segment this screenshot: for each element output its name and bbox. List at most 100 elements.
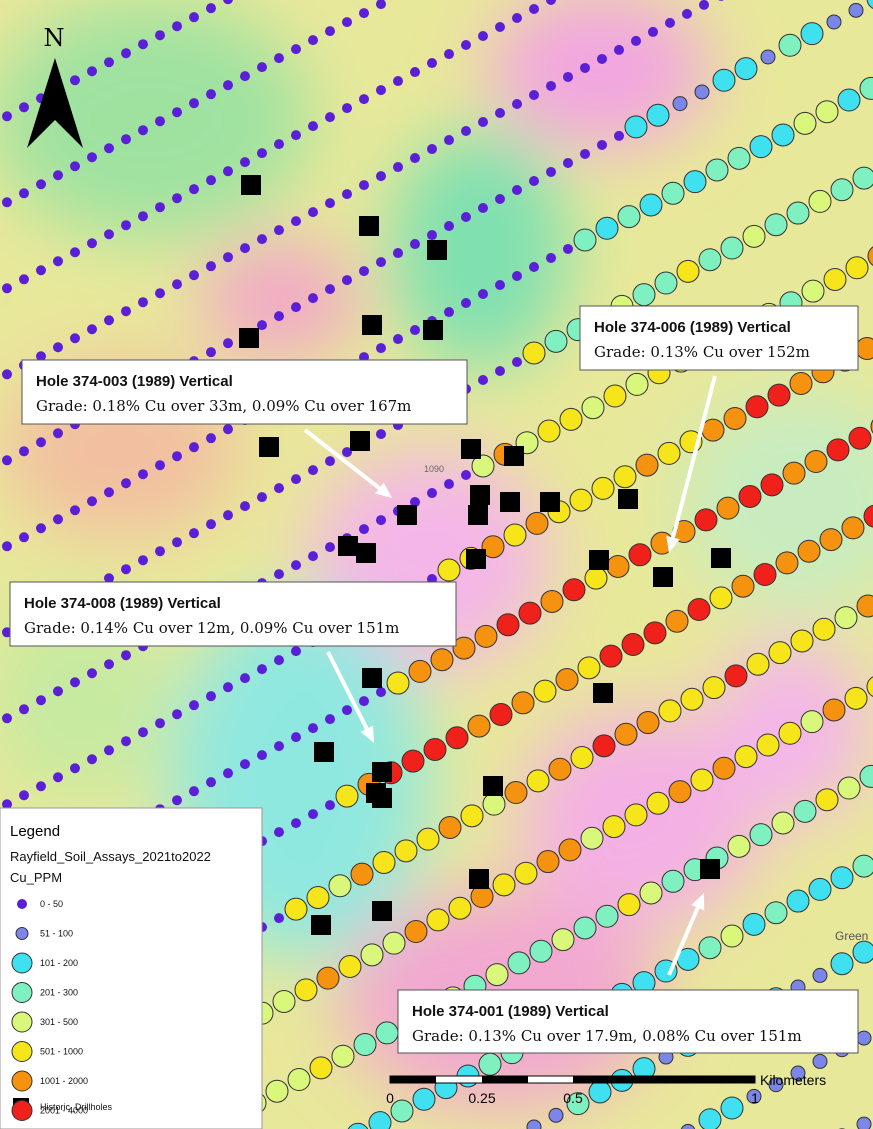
soil-sample xyxy=(70,763,80,774)
soil-sample xyxy=(70,75,80,86)
soil-sample xyxy=(308,551,318,562)
soil-sample xyxy=(635,453,659,477)
soil-sample xyxy=(581,396,605,420)
soil-sample xyxy=(223,338,233,349)
soil-sample xyxy=(342,189,352,200)
soil-sample xyxy=(512,356,522,367)
soil-sample xyxy=(529,3,539,14)
soil-sample xyxy=(19,188,29,199)
soil-sample xyxy=(863,504,873,528)
soil-sample xyxy=(359,8,369,19)
soil-sample xyxy=(822,698,846,722)
scale-unit: Kilometers xyxy=(760,1072,826,1088)
soil-sample xyxy=(665,609,689,633)
soil-sample xyxy=(376,0,386,10)
callout-grade: Grade: 0.13% Cu over 152m xyxy=(594,343,810,361)
soil-sample xyxy=(555,667,579,691)
soil-sample xyxy=(606,554,630,578)
callout-title: Hole 374-008 (1989) Vertical xyxy=(24,595,221,612)
soil-sample xyxy=(444,135,454,146)
soil-sample xyxy=(580,826,604,850)
soil-sample xyxy=(257,320,267,331)
soil-sample xyxy=(683,170,707,194)
soil-sample xyxy=(698,1108,722,1129)
soil-sample xyxy=(866,0,873,10)
drillhole xyxy=(359,216,379,236)
soil-sample xyxy=(257,148,267,159)
soil-sample xyxy=(138,125,148,136)
soil-sample xyxy=(274,483,284,494)
soil-sample xyxy=(121,134,131,145)
soil-sample xyxy=(845,256,869,280)
soil-sample xyxy=(342,275,352,286)
soil-sample xyxy=(723,406,747,430)
soil-sample xyxy=(734,57,758,81)
soil-sample xyxy=(172,451,182,462)
soil-sample xyxy=(359,696,369,707)
soil-sample xyxy=(518,601,542,625)
soil-sample xyxy=(36,437,46,448)
soil-sample xyxy=(844,686,868,710)
soil-sample xyxy=(474,624,498,648)
soil-sample xyxy=(404,920,428,944)
legend-layer: Rayfield_Soil_Assays_2021to2022 xyxy=(10,849,211,864)
soil-sample xyxy=(36,695,46,706)
soil-sample xyxy=(155,116,165,127)
scale-bar-segment xyxy=(482,1076,528,1083)
soil-sample xyxy=(70,677,80,688)
soil-sample xyxy=(155,202,165,213)
soil-sample xyxy=(852,166,873,190)
soil-sample xyxy=(206,519,216,530)
soil-sample xyxy=(562,578,586,602)
soil-sample xyxy=(393,248,403,259)
callout-title: Hole 374-003 (1989) Vertical xyxy=(36,373,233,390)
soil-sample xyxy=(548,757,572,781)
soil-sample xyxy=(359,180,369,191)
soil-sample xyxy=(790,629,814,653)
soil-sample xyxy=(648,26,658,37)
soil-sample xyxy=(614,722,638,746)
drillhole xyxy=(470,485,490,505)
soil-sample xyxy=(172,537,182,548)
soil-sample xyxy=(189,184,199,195)
legend-label: 201 - 300 xyxy=(40,988,78,998)
callout-arrow xyxy=(303,428,384,492)
callout-arrowhead xyxy=(691,893,705,911)
soil-sample xyxy=(291,646,301,657)
soil-sample xyxy=(478,31,488,42)
drillhole xyxy=(483,776,503,796)
soil-sample xyxy=(2,283,12,294)
soil-sample xyxy=(698,248,722,272)
soil-sample xyxy=(859,76,873,100)
soil-sample xyxy=(778,33,802,57)
soil-sample xyxy=(416,827,440,851)
soil-sample xyxy=(636,711,660,735)
soil-sample xyxy=(529,939,553,963)
soil-sample xyxy=(274,655,284,666)
soil-sample xyxy=(778,721,802,745)
soil-sample xyxy=(767,383,791,407)
soil-sample xyxy=(856,1030,872,1046)
soil-sample xyxy=(826,438,850,462)
callout-grade: Grade: 0.13% Cu over 17.9m, 0.08% Cu ove… xyxy=(412,1027,802,1045)
soil-sample xyxy=(445,726,469,750)
soil-sample xyxy=(760,473,784,497)
soil-sample xyxy=(223,424,233,435)
scale-label: 0.5 xyxy=(563,1090,583,1106)
soil-sample xyxy=(668,780,692,804)
soil-sample xyxy=(138,211,148,222)
soil-sample xyxy=(573,228,597,252)
soil-sample xyxy=(121,478,131,489)
drillhole xyxy=(423,320,443,340)
soil-sample xyxy=(495,280,505,290)
soil-sample xyxy=(53,256,63,267)
soil-sample xyxy=(257,750,267,761)
drillhole xyxy=(700,859,720,879)
soil-sample xyxy=(495,366,505,376)
soil-sample xyxy=(852,940,873,964)
soil-sample xyxy=(240,71,250,82)
soil-sample xyxy=(274,139,284,150)
soil-sample xyxy=(240,501,250,512)
soil-sample xyxy=(591,476,615,500)
soil-sample xyxy=(375,1021,399,1045)
